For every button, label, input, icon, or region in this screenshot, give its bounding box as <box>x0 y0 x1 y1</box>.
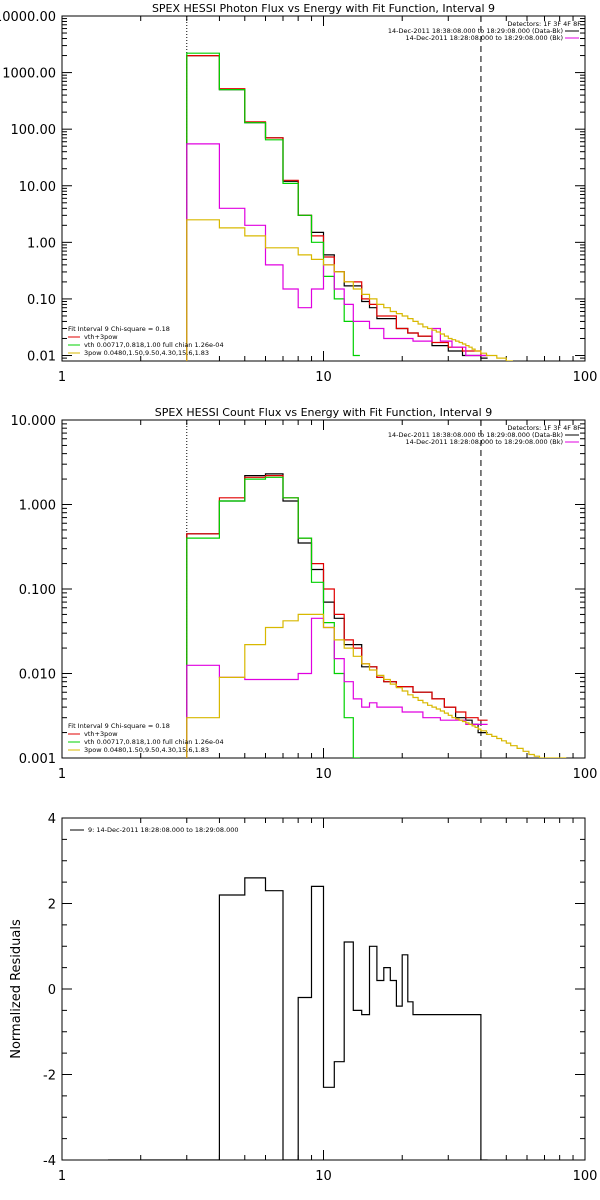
fit-legend-label: vth+3pow <box>84 333 118 341</box>
y-tick-label: 0.01 <box>27 350 56 365</box>
x-tick-label: 1 <box>58 767 66 782</box>
legend-label: 14-Dec-2011 18:28:08.000 to 18:29:08.000… <box>406 34 564 42</box>
fit-legend-label: vth 0.00717,0.818,1.00 full chian 1.26e-… <box>84 341 224 349</box>
series-group <box>186 473 567 758</box>
x-tick-label: 1 <box>58 370 66 385</box>
legend-label: 14-Dec-2011 18:38:08.000 to 18:29:08.000… <box>388 431 563 439</box>
series-group <box>108 877 488 1160</box>
chart-title: SPEX HESSI Count Flux vs Energy with Fit… <box>155 406 492 419</box>
fit-legend-label: Fit Interval 9 Chi-square = 0.18 <box>68 325 170 333</box>
series-line-2 <box>186 52 360 361</box>
fit-legend-label: vth+3pow <box>84 730 118 738</box>
x-tick-label: 10 <box>315 370 332 385</box>
y-tick-label: -4 <box>43 1154 56 1169</box>
x-tick-label: 1 <box>58 1169 66 1184</box>
y-tick-label: 1.00 <box>27 236 56 251</box>
series-line-1 <box>186 475 488 758</box>
y-tick-label: 10000.00 <box>0 10 56 25</box>
series-line-0 <box>108 877 488 1160</box>
x-tick-label: 10 <box>315 1169 332 1184</box>
series-line-4 <box>186 613 567 758</box>
count-flux-panel: SPEX HESSI Count Flux vs Energy with Fit… <box>11 406 598 782</box>
x-tick-label: 10 <box>315 767 332 782</box>
fit-legend-label: 3pow 0.0480,1.50,9.50,4.30,15.6,1.83 <box>84 349 209 357</box>
y-tick-label: 10.00 <box>19 180 56 195</box>
y-tick-label: 1000.00 <box>2 67 56 82</box>
x-tick-label: 100 <box>573 370 598 385</box>
x-tick-label: 100 <box>573 767 598 782</box>
fit-legend-label: Fit Interval 9 Chi-square = 0.18 <box>68 722 170 730</box>
photon-flux-panel: SPEX HESSI Photon Flux vs Energy with Fi… <box>0 2 597 385</box>
legend-label: 14-Dec-2011 18:28:08.000 to 18:29:08.000… <box>406 438 564 446</box>
y-axis-label: Normalized Residuals <box>9 919 24 1059</box>
legend-label: 14-Dec-2011 18:38:08.000 to 18:29:08.000… <box>388 27 563 35</box>
y-tick-label: 1.000 <box>19 499 56 514</box>
fit-legend-label: 3pow 0.0480,1.50,9.50,4.30,15.6,1.83 <box>84 746 209 754</box>
y-tick-label: 10.000 <box>11 414 57 429</box>
series-line-2 <box>186 476 360 758</box>
series-group <box>186 52 513 361</box>
legend-label: 9: 14-Dec-2011 18:28:08.000 to 18:29:08.… <box>88 826 239 834</box>
y-tick-label: 0.001 <box>19 752 56 767</box>
residuals-panel: 1 10 100 -4 -2 0 2 4 Normalized Residuals 9: 14-D… <box>9 812 597 1184</box>
chart-title: SPEX HESSI Photon Flux vs Energy with Fi… <box>152 2 495 15</box>
y-tick-label: 0.100 <box>19 583 56 598</box>
y-tick-label: -2 <box>43 1069 56 1084</box>
y-tick-label: 100.00 <box>11 123 57 138</box>
y-tick-label: 0.10 <box>27 293 56 308</box>
detector-info: Detectors: 1F 3F 4F 8F <box>507 20 581 28</box>
x-tick-label: 100 <box>573 1169 598 1184</box>
y-tick-label: 0.010 <box>19 668 56 683</box>
series-line-3 <box>186 143 488 361</box>
y-tick-label: 0 <box>48 983 56 998</box>
fit-legend-label: vth 0.00717,0.818,1.00 full chian 1.26e-… <box>84 738 224 746</box>
series-line-0 <box>186 473 488 758</box>
series-line-3 <box>186 617 488 758</box>
detector-info: Detectors: 1F 3F 4F 8F <box>507 424 581 432</box>
y-tick-label: 2 <box>48 898 56 913</box>
series-line-4 <box>186 219 513 361</box>
plot-frame <box>61 15 586 362</box>
y-tick-label: 4 <box>48 812 56 827</box>
